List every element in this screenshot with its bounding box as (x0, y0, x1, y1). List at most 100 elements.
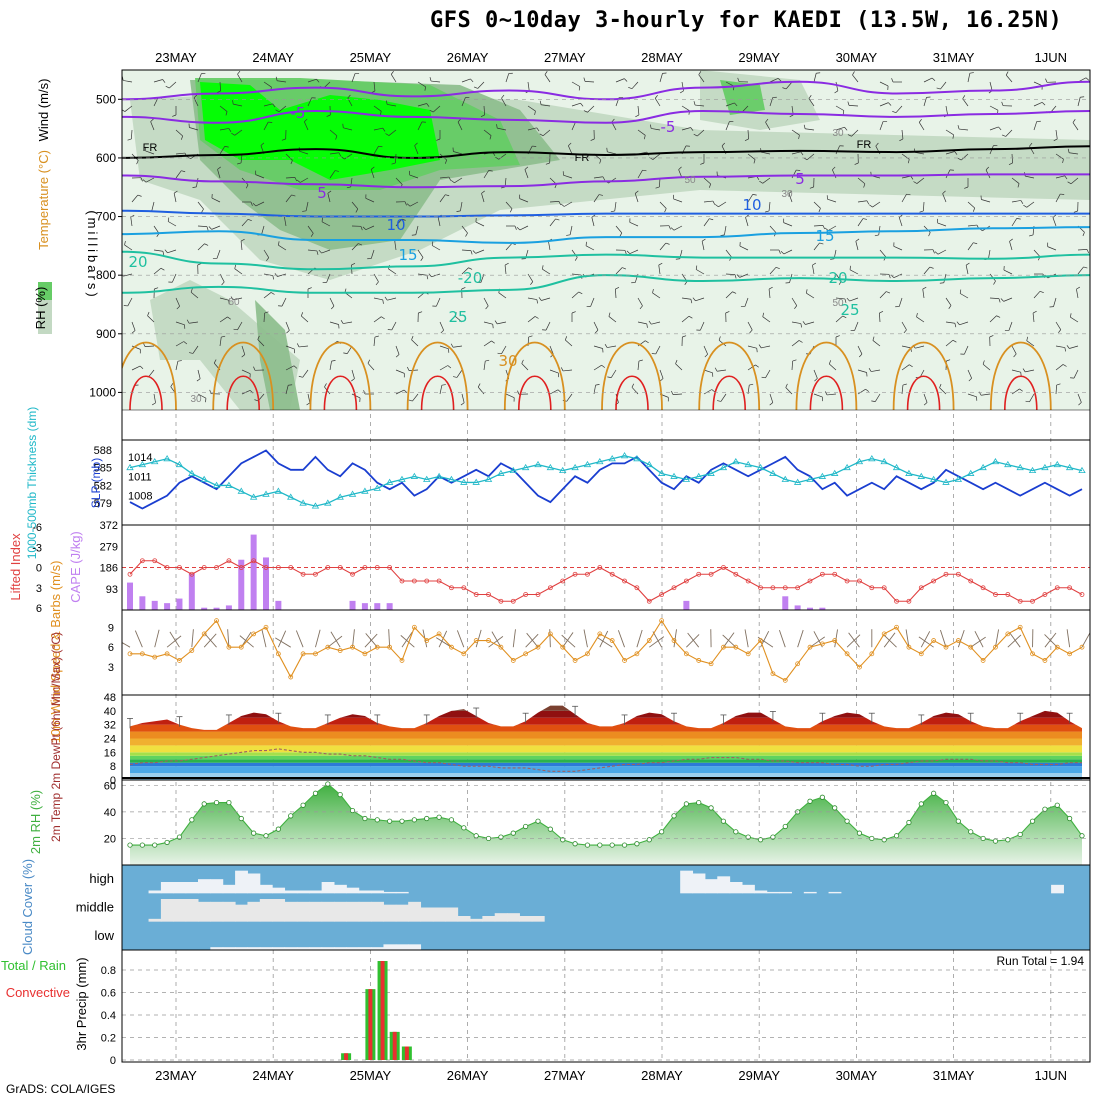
wind-barb (812, 265, 815, 275)
wind-barb-flag (378, 145, 383, 148)
wind10-marker (832, 638, 838, 643)
wind10-marker (424, 638, 430, 643)
wind-barb (565, 339, 573, 347)
wind-barb (637, 321, 647, 325)
wind-barb (1077, 97, 1081, 107)
wind-barb (872, 340, 881, 347)
wind-barb (1011, 153, 1013, 164)
lifted-index-marker (869, 585, 875, 591)
wind10-barb (1081, 631, 1090, 648)
wind-barb-flag (304, 118, 308, 123)
wind-barb (549, 345, 554, 355)
lifted-index-marker (275, 565, 281, 570)
wind10-speed-line (130, 619, 1083, 682)
thickness-marker (509, 466, 517, 474)
wind-barb-flag (264, 311, 269, 314)
wind10-marker (968, 644, 974, 650)
wind-barb (851, 129, 859, 137)
wind-barb (167, 249, 177, 254)
wind-barb (587, 105, 595, 113)
wind-barb (285, 365, 295, 371)
wind10-marker (263, 624, 269, 630)
lifted-index-marker (238, 565, 244, 570)
cloud-cover-bar (160, 899, 174, 922)
wind-barb (593, 176, 603, 179)
lifted-index-marker (461, 585, 467, 591)
wind10-marker (955, 638, 961, 643)
wind-barb-flag (1052, 214, 1057, 218)
wind-barb-flag (428, 273, 432, 278)
wind-barb-flag (193, 94, 198, 99)
rh2m-marker (139, 842, 145, 848)
lifted-index-marker (646, 598, 652, 604)
isotherm-35 (226, 375, 260, 411)
isotherm-30 (122, 341, 177, 411)
rh2m-marker (1067, 815, 1073, 822)
wind-barb (791, 340, 800, 347)
wind-barb (1032, 313, 1035, 323)
isotherm-35 (615, 375, 649, 411)
wind-barb-flag (916, 312, 918, 318)
freezing-label: FR (143, 142, 158, 154)
lifted-index-marker (659, 592, 665, 597)
isotherm-line (122, 226, 1090, 244)
wind-barb-flag (162, 251, 165, 256)
wind-barb (1011, 177, 1020, 184)
wind-barb-flag (272, 103, 276, 108)
wind-barb-flag (1082, 232, 1085, 237)
wind-barb (701, 241, 705, 251)
wind-barb (747, 129, 749, 140)
wind-barb-flag (245, 184, 249, 189)
wind-barb-flag (838, 281, 842, 285)
wind-barb-flag (362, 226, 367, 230)
rh2m-marker (609, 842, 615, 848)
wind-barb-flag (778, 249, 781, 254)
cloud-cover-bar (222, 884, 236, 894)
thickness-marker (793, 478, 802, 485)
wind-barb (285, 177, 296, 179)
cloud-ytick: middle (76, 900, 114, 915)
cloud-cover-bar (754, 890, 768, 894)
cloud-cover-bar (346, 947, 360, 950)
lifted-index-marker (634, 585, 640, 591)
lifted-index-marker (510, 598, 516, 604)
cape-bar (683, 600, 690, 610)
wind-barb-flag (1000, 298, 1004, 302)
wind-barb-flag (736, 274, 740, 278)
wind-barb (439, 176, 449, 179)
thickness-marker (546, 463, 555, 471)
wind-barb (1025, 369, 1035, 373)
wind-barb (615, 288, 617, 299)
wind-barb-flag (331, 360, 336, 362)
wind-barb (281, 297, 287, 307)
wind-barb (301, 315, 309, 323)
wind-barb-flag (957, 157, 962, 161)
isotherm-35 (1004, 375, 1038, 411)
wind-barb-flag (151, 402, 156, 406)
wind-barb (477, 386, 485, 395)
wind-barb-flag (871, 400, 876, 402)
wind-barb (945, 297, 952, 306)
wind-barb-flag (780, 250, 785, 255)
wind-barb-flag (564, 336, 568, 341)
wind-barb-flag (342, 123, 344, 128)
wind-barb (634, 193, 639, 203)
wind-barb-flag (670, 390, 674, 395)
wind-barb (123, 273, 133, 277)
wind-barb-flag (358, 243, 363, 246)
wind-barb-flag (253, 366, 256, 371)
wind-barb-flag (1025, 400, 1030, 403)
wind-barb (659, 201, 667, 209)
wind10-marker (770, 671, 776, 677)
wind-barb (1033, 291, 1041, 299)
wind10-barb (848, 632, 860, 648)
wind-barb-flag (875, 142, 879, 147)
lifted-index-marker (374, 565, 380, 570)
date-label-top: 28MAY (641, 50, 683, 65)
wind-barb (453, 345, 463, 348)
rh2m-marker (362, 815, 368, 822)
cape-ytick: 372 (100, 520, 118, 532)
wind-barb-flag (233, 328, 238, 331)
wind-barb-flag (294, 177, 298, 182)
wind-barb (168, 221, 177, 227)
